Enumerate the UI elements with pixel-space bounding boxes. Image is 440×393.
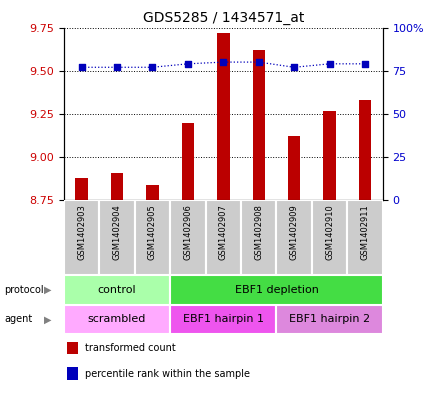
Bar <box>67 367 78 380</box>
Text: GSM1402906: GSM1402906 <box>183 204 192 260</box>
Bar <box>253 50 265 200</box>
Text: GSM1402909: GSM1402909 <box>290 204 299 260</box>
Bar <box>288 136 301 200</box>
Title: GDS5285 / 1434571_at: GDS5285 / 1434571_at <box>143 11 304 25</box>
Bar <box>135 200 170 275</box>
Text: ▶: ▶ <box>44 285 51 295</box>
Bar <box>347 200 383 275</box>
Bar <box>64 200 99 275</box>
Text: protocol: protocol <box>4 285 44 295</box>
Text: percentile rank within the sample: percentile rank within the sample <box>84 369 249 378</box>
Text: EBF1 depletion: EBF1 depletion <box>235 285 319 295</box>
Point <box>255 59 262 65</box>
Bar <box>99 200 135 275</box>
Point <box>291 64 298 70</box>
Text: GSM1402910: GSM1402910 <box>325 204 334 260</box>
Bar <box>205 200 241 275</box>
Point <box>184 61 191 67</box>
Point <box>114 64 121 70</box>
Bar <box>217 33 230 200</box>
Bar <box>170 275 383 305</box>
Text: GSM1402905: GSM1402905 <box>148 204 157 260</box>
Text: transformed count: transformed count <box>84 343 175 353</box>
Text: GSM1402908: GSM1402908 <box>254 204 263 260</box>
Point <box>362 61 369 67</box>
Bar <box>276 200 312 275</box>
Text: GSM1402904: GSM1402904 <box>113 204 121 260</box>
Bar <box>359 100 371 200</box>
Text: GSM1402911: GSM1402911 <box>360 204 370 260</box>
Text: ▶: ▶ <box>44 314 51 324</box>
Bar <box>276 305 383 334</box>
Bar <box>64 305 170 334</box>
Point <box>78 64 85 70</box>
Text: GSM1402903: GSM1402903 <box>77 204 86 260</box>
Bar <box>64 275 170 305</box>
Text: EBF1 hairpin 2: EBF1 hairpin 2 <box>289 314 370 324</box>
Bar <box>67 342 78 354</box>
Bar <box>146 185 158 200</box>
Bar <box>170 200 205 275</box>
Text: agent: agent <box>4 314 33 324</box>
Point <box>220 59 227 65</box>
Bar <box>75 178 88 200</box>
Text: GSM1402907: GSM1402907 <box>219 204 228 260</box>
Bar <box>182 123 194 200</box>
Text: control: control <box>98 285 136 295</box>
Point <box>326 61 333 67</box>
Text: EBF1 hairpin 1: EBF1 hairpin 1 <box>183 314 264 324</box>
Point <box>149 64 156 70</box>
Text: scrambled: scrambled <box>88 314 146 324</box>
Bar <box>111 173 123 200</box>
Bar <box>241 200 276 275</box>
Bar <box>312 200 347 275</box>
Bar <box>170 305 276 334</box>
Bar <box>323 110 336 200</box>
